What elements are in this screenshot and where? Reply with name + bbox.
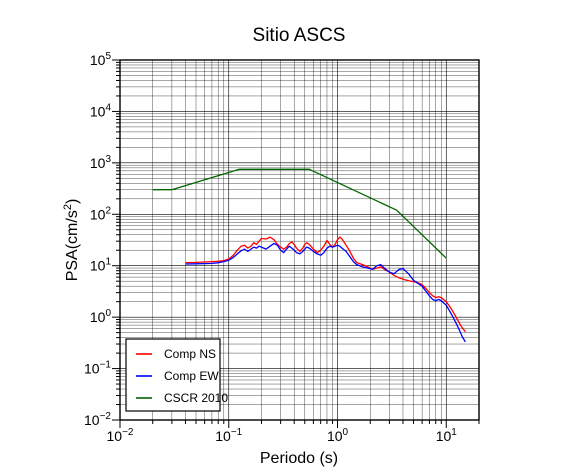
axis-ticks: 10−2 10−1 100 101 10−2 10−1 100 101 102 103 104 105 xyxy=(84,51,480,444)
x-tick-label: 10−2 xyxy=(107,427,134,444)
legend-box xyxy=(125,338,221,412)
y-tick-label: 102 xyxy=(90,205,112,222)
y-axis-title-group: PSA(cm/s2) xyxy=(62,199,81,282)
y-tick-label: 100 xyxy=(90,308,112,325)
y-axis-title: PSA(cm/s2) xyxy=(62,199,81,282)
x-tick-label: 100 xyxy=(327,427,349,444)
series-line-cscr-2010 xyxy=(152,168,447,259)
x-axis-title: Periodo (s) xyxy=(260,450,338,467)
chart-title: Sitio ASCS xyxy=(253,25,346,46)
series-line-comp-ns xyxy=(185,236,466,333)
legend-label: CSCR 2010 xyxy=(164,391,228,405)
x-tick-label: 10−1 xyxy=(215,427,242,444)
series-lines xyxy=(152,168,466,343)
plot-frame xyxy=(119,59,480,421)
legend: Comp NS Comp EW CSCR 2010 xyxy=(125,338,228,412)
grid-lines xyxy=(119,59,480,421)
x-tick-label: 101 xyxy=(436,427,458,444)
y-tick-label: 103 xyxy=(90,154,112,171)
y-tick-label: 101 xyxy=(90,257,112,274)
y-tick-label: 105 xyxy=(90,51,112,68)
y-tick-label: 10−2 xyxy=(84,411,111,428)
series-line-comp-ew xyxy=(185,242,466,343)
legend-label: Comp NS xyxy=(164,347,216,361)
y-tick-label: 10−1 xyxy=(84,360,111,377)
legend-label: Comp EW xyxy=(164,369,219,383)
y-tick-label: 104 xyxy=(90,102,112,119)
